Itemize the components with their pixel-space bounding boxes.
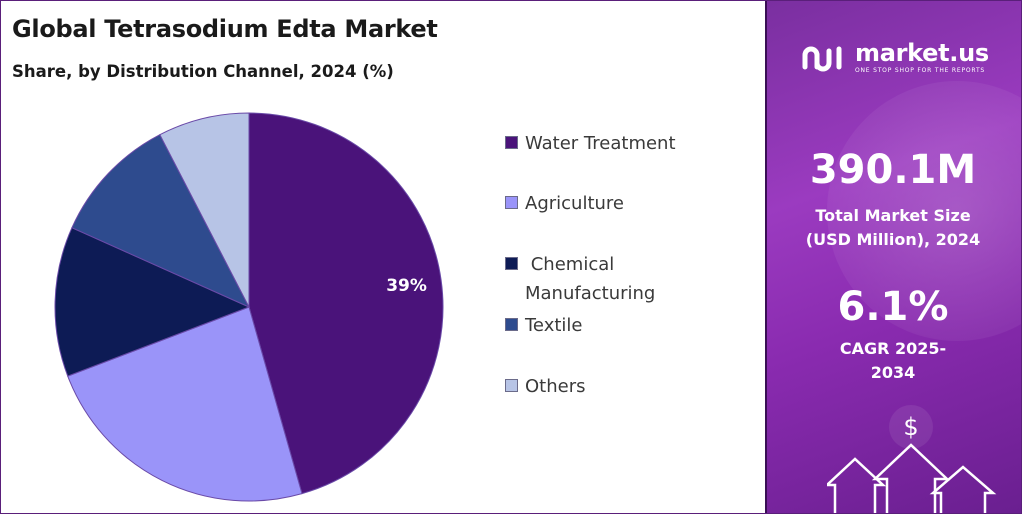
legend-label: Others	[525, 376, 586, 397]
brand-logo: market.us ONE STOP SHOP FOR THE REPORTS	[801, 41, 989, 74]
legend-label: Chemical Manufacturing	[525, 254, 656, 304]
legend-swatch	[505, 257, 518, 270]
legend-swatch	[505, 318, 518, 331]
chart-area: Global Tetrasodium Edta Market Share, by…	[1, 1, 765, 513]
market-size-value: 390.1M	[809, 147, 977, 193]
slice-textile	[71, 134, 251, 309]
pie-chart: 39%	[54, 112, 444, 502]
legend-swatch	[505, 136, 518, 149]
chart-title: Global Tetrasodium Edta Market	[12, 15, 438, 43]
legend-swatch	[505, 196, 518, 209]
legend-item-agriculture: Agriculture	[505, 189, 695, 218]
legend-swatch	[505, 379, 518, 392]
brand-name: market.us	[855, 39, 989, 67]
legend-label: Water Treatment	[525, 133, 676, 154]
dollar-symbol: $	[903, 413, 918, 441]
growth-arrows-icon: $	[827, 405, 997, 513]
chart-subtitle: Share, by Distribution Channel, 2024 (%)	[12, 62, 394, 81]
legend-label: Agriculture	[525, 193, 624, 214]
brand-mark-icon	[802, 46, 842, 71]
brand-tagline: ONE STOP SHOP FOR THE REPORTS	[855, 67, 986, 74]
slice-others	[159, 112, 250, 308]
slice-agriculture	[67, 306, 303, 502]
summary-panel: market.us ONE STOP SHOP FOR THE REPORTS …	[765, 1, 1021, 513]
data-label: 39%	[386, 276, 427, 296]
cagr-label: CAGR 2025-2034	[839, 339, 947, 382]
legend-item-water-treatment: Water Treatment	[505, 129, 695, 158]
legend-item-others: Others	[505, 372, 695, 401]
legend-item-chemical-manufacturing: Chemical Manufacturing	[505, 250, 695, 308]
legend-item-textile: Textile	[505, 311, 695, 340]
cagr-value: 6.1%	[837, 284, 949, 330]
market-size-label: Total Market Size (USD Million), 2024	[805, 206, 981, 249]
panel-glow	[827, 81, 1021, 341]
slice-water-treatment	[248, 112, 444, 495]
legend-label: Textile	[525, 315, 583, 336]
slice-chemical-manufacturing	[54, 227, 251, 377]
